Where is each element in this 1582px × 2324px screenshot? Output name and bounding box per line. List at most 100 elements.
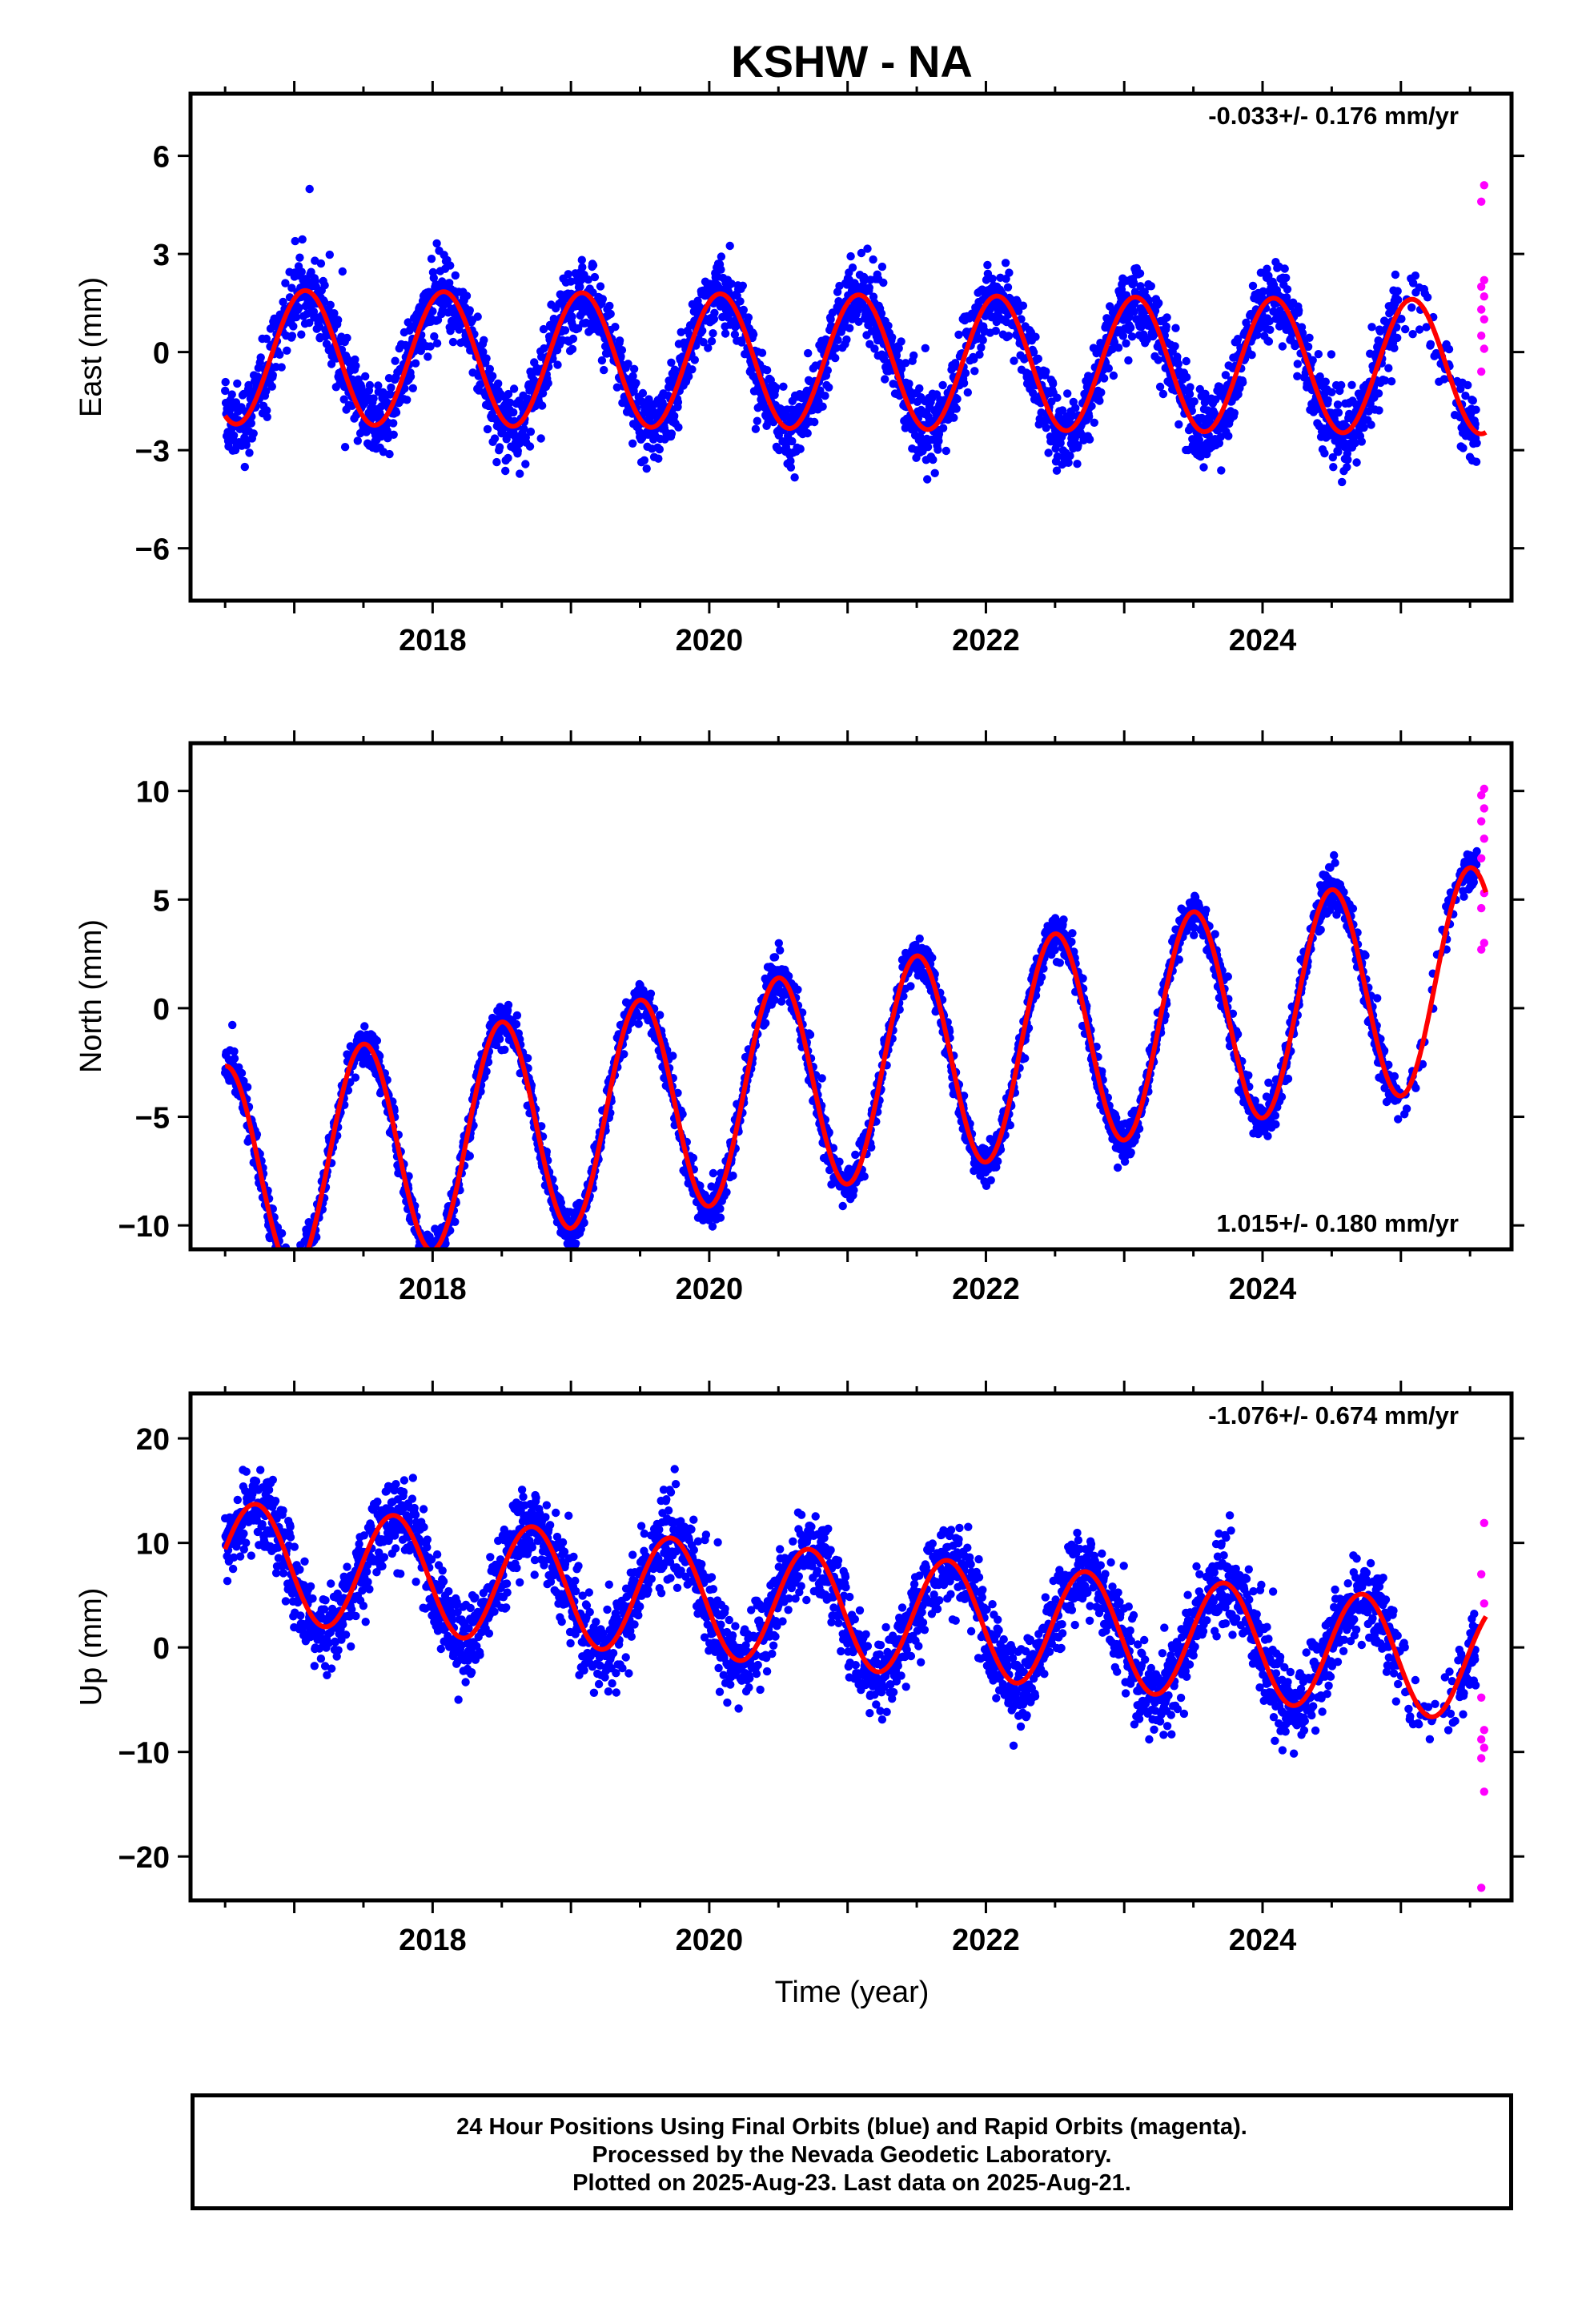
final-orbit-point <box>1154 299 1163 308</box>
final-orbit-point <box>568 334 578 344</box>
final-orbit-point <box>536 434 545 443</box>
final-orbit-point <box>1122 339 1130 348</box>
final-orbit-point <box>640 456 648 464</box>
final-orbit-point <box>277 1251 285 1259</box>
final-orbit-point <box>249 429 258 438</box>
final-orbit-point <box>884 321 893 330</box>
final-orbit-point <box>826 315 835 324</box>
final-orbit-point <box>1321 377 1331 386</box>
final-orbit-point <box>975 350 984 359</box>
final-orbit-point <box>229 431 239 440</box>
final-orbit-point <box>537 401 547 410</box>
final-orbit-point <box>1464 380 1472 390</box>
final-orbit-point <box>845 324 854 332</box>
final-orbit-point <box>495 1035 504 1043</box>
final-orbit-point <box>707 336 717 346</box>
final-orbit-point <box>1185 390 1195 399</box>
final-orbit-point <box>484 1058 493 1067</box>
plot-frame <box>188 91 1514 603</box>
final-orbit-point <box>1199 463 1208 472</box>
final-orbit-point <box>1162 322 1170 331</box>
rapid-orbit-point <box>1480 292 1489 301</box>
final-orbit-point <box>870 344 879 353</box>
final-orbit-point <box>1264 337 1274 346</box>
final-orbit-point <box>1459 444 1468 452</box>
final-orbit-point <box>796 444 805 453</box>
final-orbit-point <box>596 282 605 291</box>
final-orbit-point <box>400 384 409 393</box>
final-orbit-point <box>970 355 978 364</box>
x-tick-label: 2022 <box>952 624 1020 657</box>
final-orbit-point <box>749 330 758 339</box>
final-orbit-point <box>952 404 961 413</box>
final-orbit-point <box>642 464 651 473</box>
final-orbit-point <box>950 413 958 422</box>
final-orbit-point <box>351 1073 360 1082</box>
final-orbit-point <box>598 295 607 304</box>
final-orbit-point <box>221 386 230 396</box>
final-orbit-point <box>934 436 943 445</box>
final-orbit-point <box>1367 420 1375 429</box>
final-orbit-point <box>632 379 640 388</box>
final-orbit-point <box>263 406 271 415</box>
final-orbit-point <box>1114 344 1123 352</box>
final-orbit-point <box>828 308 837 317</box>
final-orbit-point <box>1154 356 1162 364</box>
final-orbit-point <box>262 334 271 344</box>
final-orbit-point <box>1233 335 1243 344</box>
rapid-orbit-point <box>1477 282 1486 292</box>
final-orbit-point <box>436 1250 444 1258</box>
final-orbit-point <box>677 328 685 336</box>
final-orbit-point <box>698 326 707 336</box>
final-orbit-point <box>716 1213 725 1222</box>
final-orbit-point <box>1334 408 1343 417</box>
final-orbit-point <box>865 283 874 292</box>
final-orbit-point <box>1308 356 1317 364</box>
final-orbit-point <box>1053 393 1062 402</box>
final-orbit-point <box>544 379 552 388</box>
final-orbit-point <box>869 255 877 264</box>
final-orbit-point <box>435 1250 443 1258</box>
final-orbit-point <box>568 344 577 354</box>
final-orbit-point <box>504 453 512 463</box>
final-orbit-point <box>432 339 442 348</box>
final-orbit-point <box>403 396 412 404</box>
final-orbit-point <box>286 1269 294 1277</box>
final-orbit-point <box>825 383 833 392</box>
final-orbit-point <box>1393 333 1402 343</box>
final-orbit-point <box>880 355 889 364</box>
final-orbit-point <box>739 305 748 315</box>
final-orbit-point <box>1182 372 1191 382</box>
final-orbit-point <box>483 424 492 434</box>
final-orbit-point <box>294 1287 302 1295</box>
final-orbit-point <box>501 466 510 476</box>
final-orbit-point <box>505 398 515 407</box>
final-orbit-point <box>1003 283 1013 292</box>
final-orbit-point <box>386 390 395 399</box>
final-orbit-point <box>970 367 979 376</box>
final-orbit-point <box>351 355 359 364</box>
final-orbit-point <box>851 1150 860 1160</box>
final-orbit-point <box>991 326 1001 336</box>
final-orbit-point <box>1351 439 1359 448</box>
final-orbit-point <box>277 1228 287 1238</box>
final-orbit-point <box>263 412 271 421</box>
final-orbit-point <box>327 360 336 368</box>
final-orbit-point <box>283 346 291 355</box>
final-orbit-point <box>786 456 795 465</box>
final-orbit-point <box>897 364 906 373</box>
final-orbit-point <box>525 442 535 451</box>
plot-area <box>221 181 1489 487</box>
final-orbit-point <box>1052 466 1062 475</box>
final-orbit-point <box>291 236 299 246</box>
final-orbit-point <box>227 390 236 399</box>
final-orbit-point <box>564 270 572 279</box>
final-orbit-point <box>504 389 513 399</box>
final-orbit-point <box>526 427 536 436</box>
final-orbit-point <box>1171 324 1180 332</box>
final-orbit-point <box>1320 448 1329 458</box>
final-orbit-point <box>863 244 872 253</box>
final-orbit-point <box>678 1110 687 1119</box>
final-orbit-point <box>860 275 869 285</box>
final-orbit-point <box>432 239 441 248</box>
